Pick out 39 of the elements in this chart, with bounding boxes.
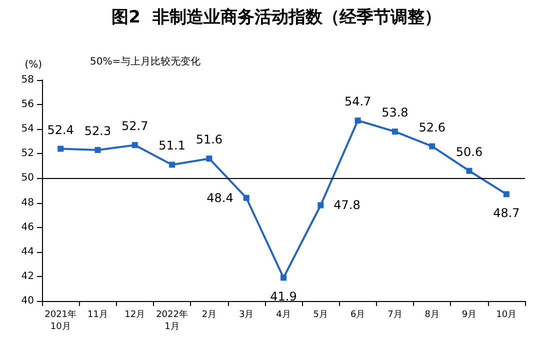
data-label: 48.7: [493, 206, 520, 220]
data-label: 53.8: [382, 106, 408, 120]
y-tick-label: 50: [21, 172, 34, 184]
x-tick-label: 12月: [124, 310, 146, 320]
x-tick-label: 6月: [350, 310, 366, 320]
data-label: 52.6: [418, 120, 446, 134]
data-label: 41.9: [270, 290, 297, 304]
data-label: 51.1: [158, 138, 186, 153]
data-label: 52.7: [122, 119, 148, 134]
data-label: 52.3: [84, 124, 112, 138]
x-tick-label: 7月: [388, 310, 402, 320]
y-tick-label: 58: [21, 74, 34, 86]
chart-title: 图2 非制造业商务活动指数（经季节调整）: [112, 8, 442, 28]
x-tick-label: 5月: [313, 310, 328, 320]
x-tick-label: 8月: [424, 310, 440, 320]
x-tick-label: 2月: [202, 310, 217, 320]
data-label: 51.6: [196, 132, 223, 147]
y-tick-label: 44: [21, 246, 34, 258]
y-tick-label: 54: [21, 124, 34, 135]
x-tick-label: 4月: [276, 310, 291, 320]
y-tick-label: 40: [21, 296, 34, 306]
x-tick-label: 3月: [238, 310, 254, 320]
data-label: 52.4: [47, 122, 74, 137]
y-tick-label: 42: [21, 270, 34, 282]
data-label: 50.6: [456, 144, 483, 159]
data-label: 47.8: [334, 198, 360, 212]
x-tick-label: 10月: [496, 310, 517, 320]
y-tick-label: 52: [21, 148, 34, 160]
x-tick-label: 2022年 1月: [156, 309, 188, 332]
data-label: 54.7: [344, 94, 372, 109]
data-label: 48.4: [206, 190, 234, 205]
text: 50%=与上月比较无变化: [90, 56, 201, 68]
x-tick-label: 11月: [88, 310, 108, 320]
y-tick-label: 48: [21, 197, 34, 208]
y-axis-title: (%): [24, 60, 42, 70]
x-tick-label: 9月: [462, 310, 477, 320]
y-tick-label: 56: [21, 99, 34, 110]
y-tick-label: 46: [21, 222, 34, 233]
x-tick-label: 2021年 10月: [44, 309, 77, 332]
